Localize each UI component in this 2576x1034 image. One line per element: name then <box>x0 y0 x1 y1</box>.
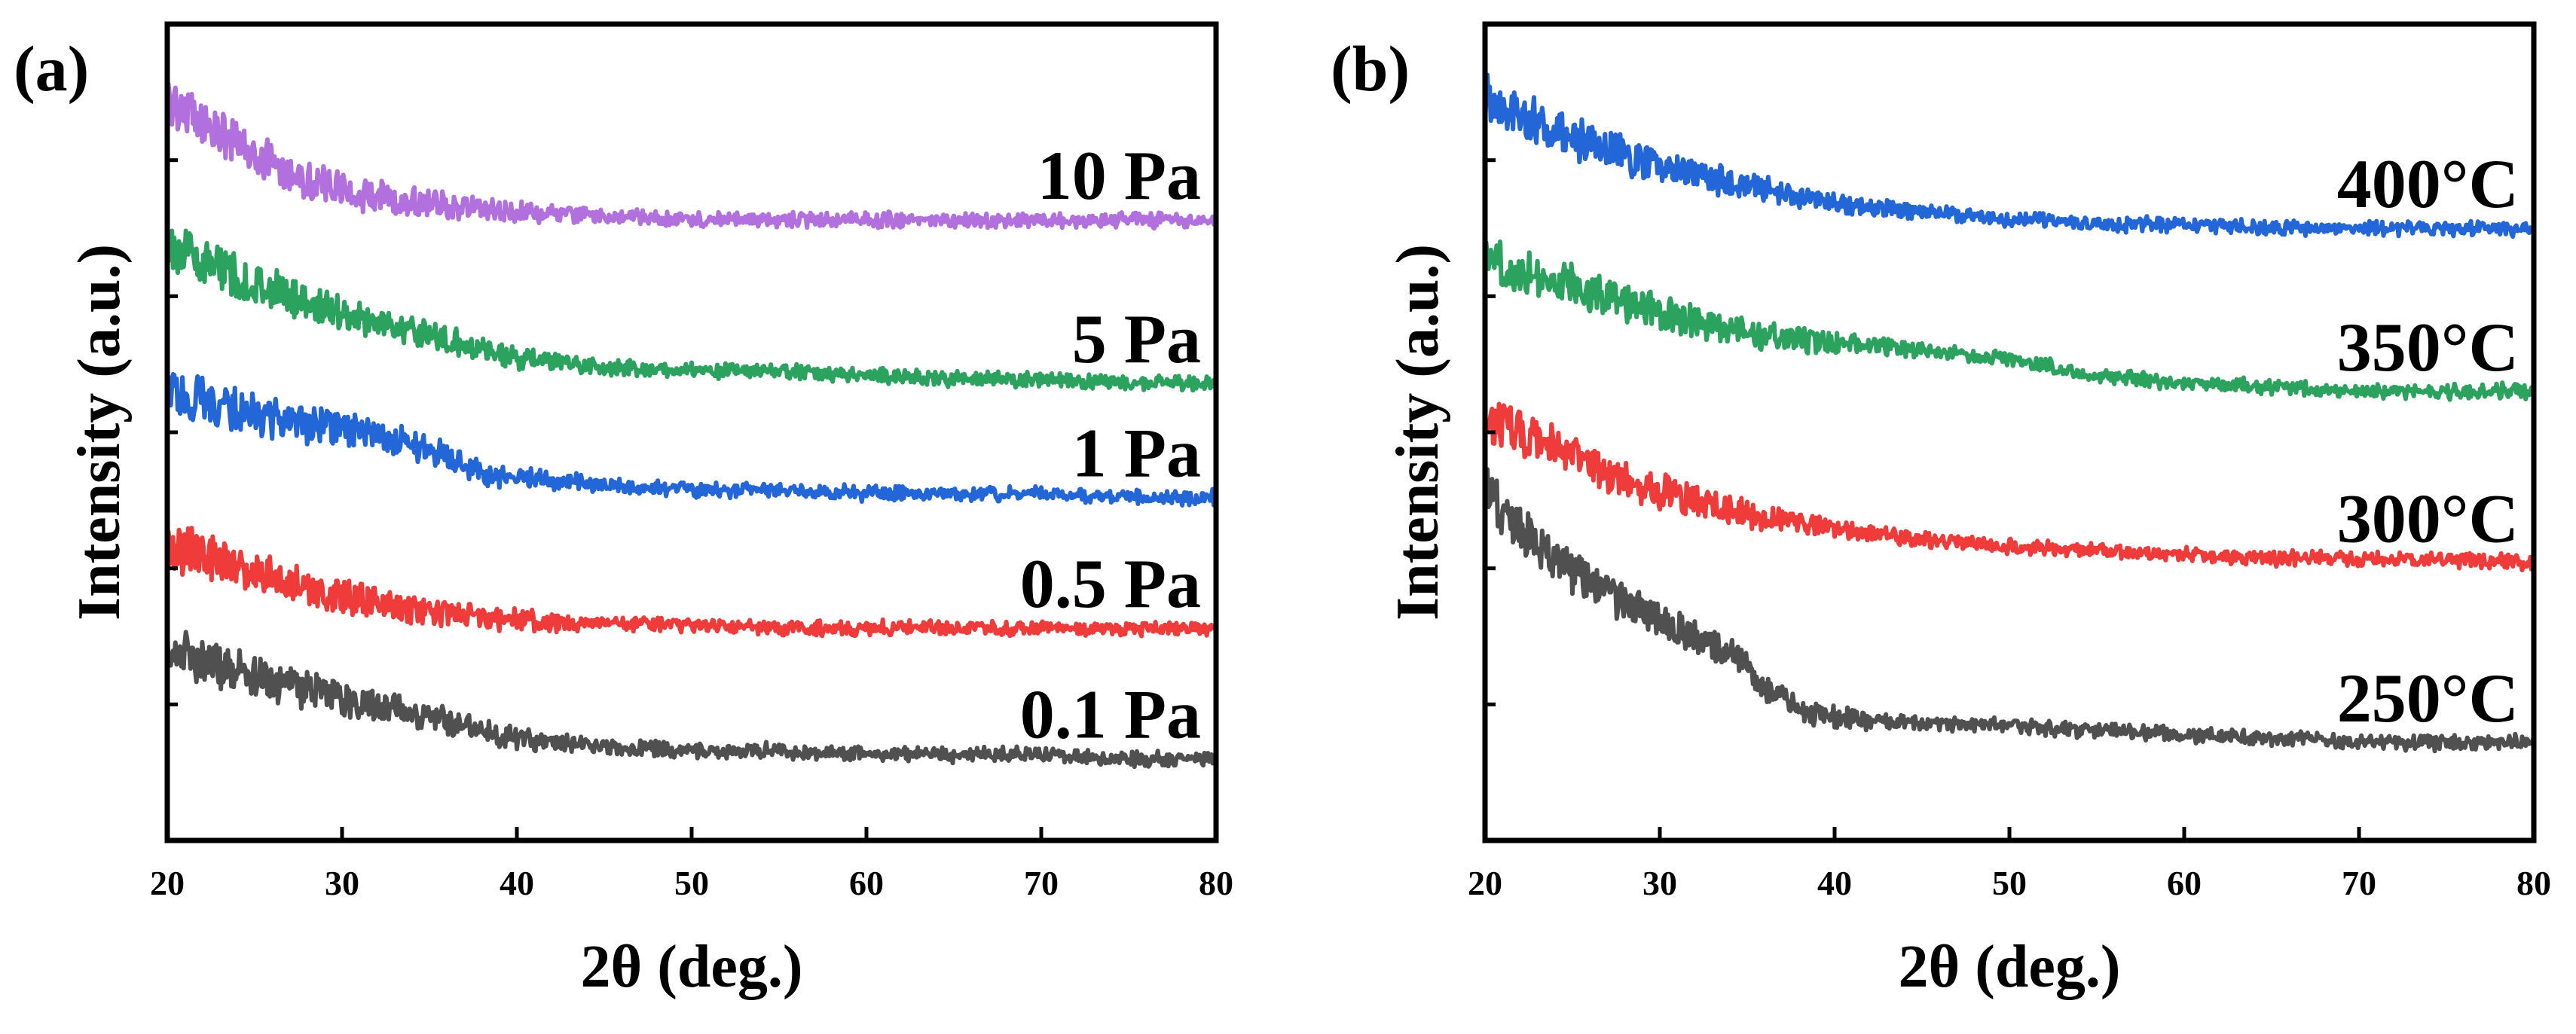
panel-b-tick-labels: 20 30 40 50 60 70 80 <box>1468 864 2551 902</box>
panel-b-x-axis-label: 2θ (deg.) <box>1898 934 2120 1000</box>
series-line-300-c <box>1483 401 2536 572</box>
series-line-250-c <box>1483 467 2536 754</box>
panel-b-x-tick-label: 80 <box>2516 864 2551 902</box>
panel-b-x-tick-label: 20 <box>1468 864 1502 902</box>
panel-b: (b) 20 30 40 50 60 70 80 400°C350°C300°C250°C … <box>1331 21 2551 1000</box>
panel-b-x-tick-label: 30 <box>1642 864 1677 902</box>
panel-a-x-tick-label: 30 <box>325 864 359 902</box>
panel-a: (a) 20 30 40 50 60 70 80 10 Pa 5 Pa 1 Pa 0.5 Pa 0.… <box>14 21 1233 1000</box>
series-label: 10 Pa <box>1037 137 1201 214</box>
panel-a-tag: (a) <box>14 32 89 105</box>
panel-a-series-labels: 10 Pa 5 Pa 1 Pa 0.5 Pa 0.1 Pa <box>1020 137 1201 752</box>
panel-a-x-tick-label: 70 <box>1024 864 1059 902</box>
panel-a-x-tick-label: 50 <box>674 864 709 902</box>
series-label: 400°C <box>2337 145 2519 222</box>
panel-a-ticks <box>165 158 1218 840</box>
panel-a-x-tick-label: 20 <box>150 864 185 902</box>
series-label: 300°C <box>2337 480 2519 557</box>
panel-b-series-labels: 400°C 350°C 300°C 250°C <box>2337 145 2519 737</box>
series-label: 0.1 Pa <box>1020 676 1201 753</box>
panel-b-tag: (b) <box>1331 32 1410 105</box>
series-label: 250°C <box>2337 660 2519 737</box>
series-line-10-pa <box>165 81 1218 231</box>
panel-b-traces <box>1483 72 2536 754</box>
panel-a-x-axis-label: 2θ (deg.) <box>580 934 802 1000</box>
series-line-350-c <box>1483 239 2536 402</box>
panel-a-traces <box>165 81 1218 770</box>
series-line-0-1-pa <box>165 630 1218 770</box>
panel-a-x-tick-label: 60 <box>849 864 884 902</box>
series-label: 350°C <box>2337 309 2519 386</box>
panel-a-tick-labels: 20 30 40 50 60 70 80 <box>150 864 1233 902</box>
panel-a-x-tick-label: 80 <box>1199 864 1233 902</box>
panel-b-x-tick-label: 50 <box>1992 864 2027 902</box>
panel-a-x-tick-label: 40 <box>500 864 534 902</box>
series-line-1-pa <box>165 372 1218 508</box>
series-label: 0.5 Pa <box>1020 545 1201 622</box>
series-line-0-5-pa <box>165 526 1218 639</box>
series-label: 5 Pa <box>1072 300 1201 377</box>
panel-b-x-tick-label: 70 <box>2342 864 2376 902</box>
series-line-400-c <box>1483 72 2536 239</box>
series-label: 1 Pa <box>1072 415 1201 492</box>
panel-b-y-axis-label: Intensity (a.u.) <box>1385 244 1451 621</box>
panel-b-x-tick-label: 60 <box>2167 864 2202 902</box>
series-line-5-pa <box>165 228 1218 393</box>
panel-b-x-tick-label: 40 <box>1817 864 1852 902</box>
panel-a-y-axis-label: Intensity (a.u.) <box>66 244 133 621</box>
panel-b-ticks <box>1483 158 2536 840</box>
